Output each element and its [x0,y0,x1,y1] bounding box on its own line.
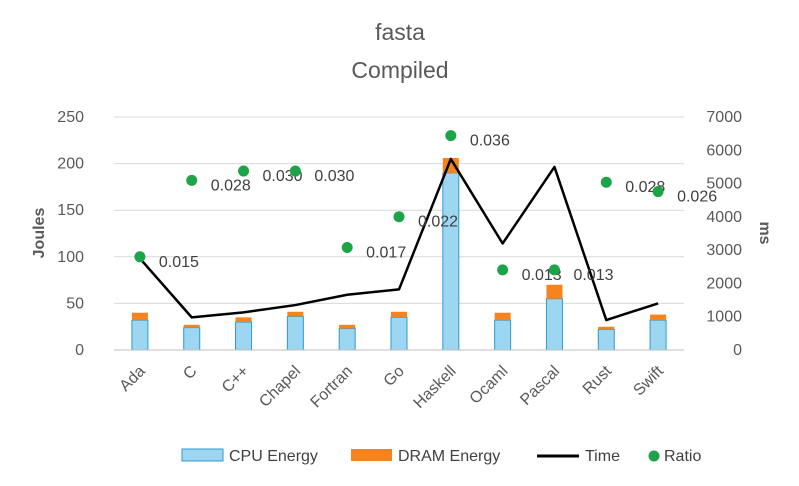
x-tick-label: Rust [580,362,616,398]
legend-label-time: Time [585,448,620,465]
y2-tick-label: 3000 [706,242,742,259]
ratio-data-label: 0.028 [211,177,251,194]
ratio-point [445,130,457,142]
ratio-data-label: 0.022 [418,214,458,231]
cpu-energy-bar [442,172,460,351]
x-tick-label: Swift [630,362,667,399]
cpu-energy-bar [390,316,408,351]
x-tick-label: Haskell [411,363,460,412]
y-tick-label: 50 [66,295,84,312]
cpu-energy-bar [494,319,512,351]
cpu-energy-bar [235,321,253,351]
legend-label-cpu: CPU Energy [229,448,318,465]
legend-label-dram: DRAM Energy [398,448,500,465]
ratio-data-label: 0.036 [470,133,510,150]
y-tick-label: 0 [75,342,84,359]
dram-energy-bar [598,326,615,330]
cpu-energy-bar [649,319,667,351]
ratio-point [238,165,250,177]
cpu-energy-bar [183,327,201,351]
x-tick-label: Ocaml [467,363,512,408]
legend-swatch-ratio [648,450,660,462]
x-tick-label: Ada [117,363,149,395]
ratio-point [497,264,509,276]
dram-energy-bar [235,317,252,323]
y2-tick-label: 6000 [706,142,742,159]
dram-energy-bar [339,324,356,329]
y2-tick-label: 1000 [706,309,742,326]
x-tick-label: Fortran [308,363,356,411]
ratio-point [548,264,560,276]
y-tick-label: 250 [57,109,84,126]
chart-title: fasta [375,19,425,45]
dram-energy-bar [287,311,304,317]
x-tick-label: Pascal [517,363,563,409]
y2-tick-label: 4000 [706,209,742,226]
ratio-data-label: 0.026 [677,189,717,206]
y2-tick-label: 0 [733,342,742,359]
y-tick-label: 150 [57,202,84,219]
ratio-data-label: 0.017 [366,244,406,261]
cpu-energy-bar [545,298,563,351]
gridlines [114,116,684,304]
legend-swatch-cpu [181,448,224,462]
cpu-energy-bar [131,319,149,351]
ratio-data-label: 0.030 [314,168,354,185]
dram-energy-bar [131,312,148,321]
y2-tick-label: 2000 [706,275,742,292]
x-tick-label: Go [381,363,408,390]
ratio-point [393,211,405,223]
dram-energy-bar [546,284,563,299]
ratio-point [289,165,301,177]
ratio-point [341,241,353,253]
bars [131,158,667,351]
dram-energy-bar [494,312,511,321]
cpu-energy-bar [286,315,304,351]
legend-label-ratio: Ratio [664,448,701,465]
ratio-point [134,251,146,263]
legend-swatch-dram [351,449,392,461]
legend: CPU Energy DRAM Energy Time Ratio [181,448,701,465]
ratio-point [652,186,664,198]
cpu-energy-bar [338,328,356,351]
ratio-point [186,174,198,186]
y-axis-title: Joules [31,208,48,259]
cpu-energy-bar [597,328,615,351]
ratio-data-label: 0.015 [159,254,199,271]
time-line [138,157,659,322]
ratio-data-label: 0.013 [573,267,613,284]
y2-tick-label: 5000 [706,176,742,193]
ratio-point [600,176,612,188]
y2-axis-title: ms [756,221,773,244]
y-tick-label: 100 [57,249,84,266]
x-tick-label: C [180,363,200,383]
x-tick-label: C++ [219,363,252,396]
y2-tick-label: 7000 [706,109,742,126]
dram-energy-bar [183,324,200,328]
time-series-line [138,157,659,322]
dram-energy-bar [650,314,667,321]
dram-energy-bar [391,311,407,318]
y-tick-label: 200 [57,156,84,173]
x-tick-label: Chapel [256,363,304,411]
chart-subtitle: Compiled [351,57,448,83]
